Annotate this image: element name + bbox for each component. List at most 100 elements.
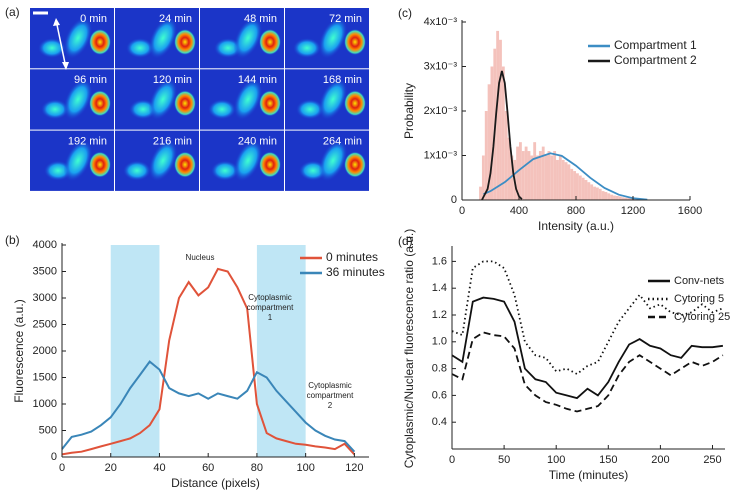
cell xyxy=(344,90,366,117)
shaded-region xyxy=(256,245,306,457)
histogram-bar xyxy=(564,162,568,200)
cell xyxy=(148,17,178,59)
histogram-bar xyxy=(615,195,619,200)
histogram-bar xyxy=(553,151,557,200)
cell xyxy=(89,151,111,178)
cell xyxy=(259,29,281,55)
x-tick-label: 150 xyxy=(599,454,617,466)
y-tick-label: 0.4 xyxy=(432,416,447,428)
histogram-bar xyxy=(501,66,505,200)
y-tick-label: 2x10⁻³ xyxy=(424,105,458,117)
data-line xyxy=(451,296,724,400)
x-tick-label: 20 xyxy=(105,462,117,474)
time-label: 24 min xyxy=(159,13,192,25)
panel-label: (d) xyxy=(398,234,413,248)
cell xyxy=(318,140,348,182)
panel-label: (b) xyxy=(5,233,20,247)
histogram-bar xyxy=(510,155,514,200)
histogram-bar xyxy=(633,198,636,200)
histogram-bar xyxy=(536,155,539,200)
y-tick-label: 1.4 xyxy=(432,282,447,294)
legend-label: 36 minutes xyxy=(326,265,385,279)
cell xyxy=(293,38,321,58)
cell xyxy=(174,29,196,55)
x-tick-label: 100 xyxy=(296,462,314,474)
time-label: 192 min xyxy=(68,136,107,148)
fit-curve xyxy=(483,152,648,201)
y-tick-label: 0 xyxy=(51,451,57,463)
y-tick-label: 1000 xyxy=(33,398,57,410)
histogram-bar xyxy=(490,66,494,200)
cell xyxy=(211,160,239,181)
annotation: Cytoplasmic xyxy=(308,381,352,390)
x-axis-label: Distance (pixels) xyxy=(171,476,260,490)
histogram-bar xyxy=(544,155,548,200)
y-tick-label: 1.0 xyxy=(432,336,447,348)
y-axis-label: Fluorescence (a.u.) xyxy=(12,299,26,402)
y-tick-label: 1.2 xyxy=(432,309,447,321)
annotation: 1 xyxy=(268,313,273,322)
y-axis-label: Probability xyxy=(402,83,416,139)
time-label: 48 min xyxy=(244,13,277,25)
histogram-bar xyxy=(584,179,588,200)
histogram-bar xyxy=(507,137,511,200)
data-line xyxy=(61,360,356,453)
y-tick-label: 0.8 xyxy=(432,363,447,375)
cell xyxy=(259,90,281,117)
x-tick-label: 250 xyxy=(703,454,721,466)
legend-label: 0 minutes xyxy=(326,250,378,264)
cell xyxy=(318,17,348,59)
y-tick-label: 2500 xyxy=(33,318,57,330)
time-label: 264 min xyxy=(323,136,362,148)
cell xyxy=(344,151,366,178)
legend-label: Compartment 1 xyxy=(614,38,697,52)
time-label: 216 min xyxy=(153,136,192,148)
histogram-bar xyxy=(593,186,596,200)
histogram-bar xyxy=(521,151,525,200)
cell xyxy=(148,78,178,120)
histogram-bar xyxy=(479,186,482,200)
panel-label: (c) xyxy=(398,6,412,20)
time-label: 72 min xyxy=(329,13,362,25)
histogram-bar xyxy=(567,164,571,200)
cell xyxy=(208,99,236,120)
histogram-bar xyxy=(581,177,585,200)
histogram-bar xyxy=(499,39,502,200)
panel-label: (a) xyxy=(5,5,20,19)
x-tick-label: 80 xyxy=(251,462,263,474)
legend-label: Compartment 2 xyxy=(614,53,697,67)
histogram-bar xyxy=(621,197,625,200)
histogram-bar xyxy=(587,182,591,200)
histogram-bar xyxy=(530,155,534,200)
annotation: compartment xyxy=(247,303,294,312)
histogram-bar xyxy=(607,193,611,200)
histogram-bar xyxy=(604,191,608,200)
x-tick-label: 0 xyxy=(59,462,65,474)
histogram-bar xyxy=(487,84,491,200)
legend-label: Conv-nets xyxy=(674,275,725,287)
time-label: 96 min xyxy=(74,74,107,86)
cell xyxy=(174,151,196,178)
histogram-bar xyxy=(556,159,559,200)
data-line xyxy=(451,260,724,376)
x-tick-label: 40 xyxy=(153,462,165,474)
data-line xyxy=(451,331,724,413)
y-tick-label: 1x10⁻³ xyxy=(424,149,458,161)
y-tick-label: 1500 xyxy=(33,371,57,383)
histogram-bar xyxy=(561,159,565,200)
histogram-bar xyxy=(573,171,576,200)
x-tick-label: 0 xyxy=(459,205,465,217)
x-tick-label: 100 xyxy=(547,454,565,466)
cell xyxy=(89,90,111,117)
x-tick-label: 800 xyxy=(567,205,585,217)
cell xyxy=(174,90,196,117)
histogram-bar xyxy=(618,196,622,200)
cell xyxy=(63,140,93,182)
x-tick-label: 200 xyxy=(651,454,669,466)
fit-curve xyxy=(481,70,523,201)
cell xyxy=(89,29,111,55)
histogram-bar xyxy=(516,146,519,200)
arrow xyxy=(55,19,67,69)
histogram-bar xyxy=(558,155,562,200)
